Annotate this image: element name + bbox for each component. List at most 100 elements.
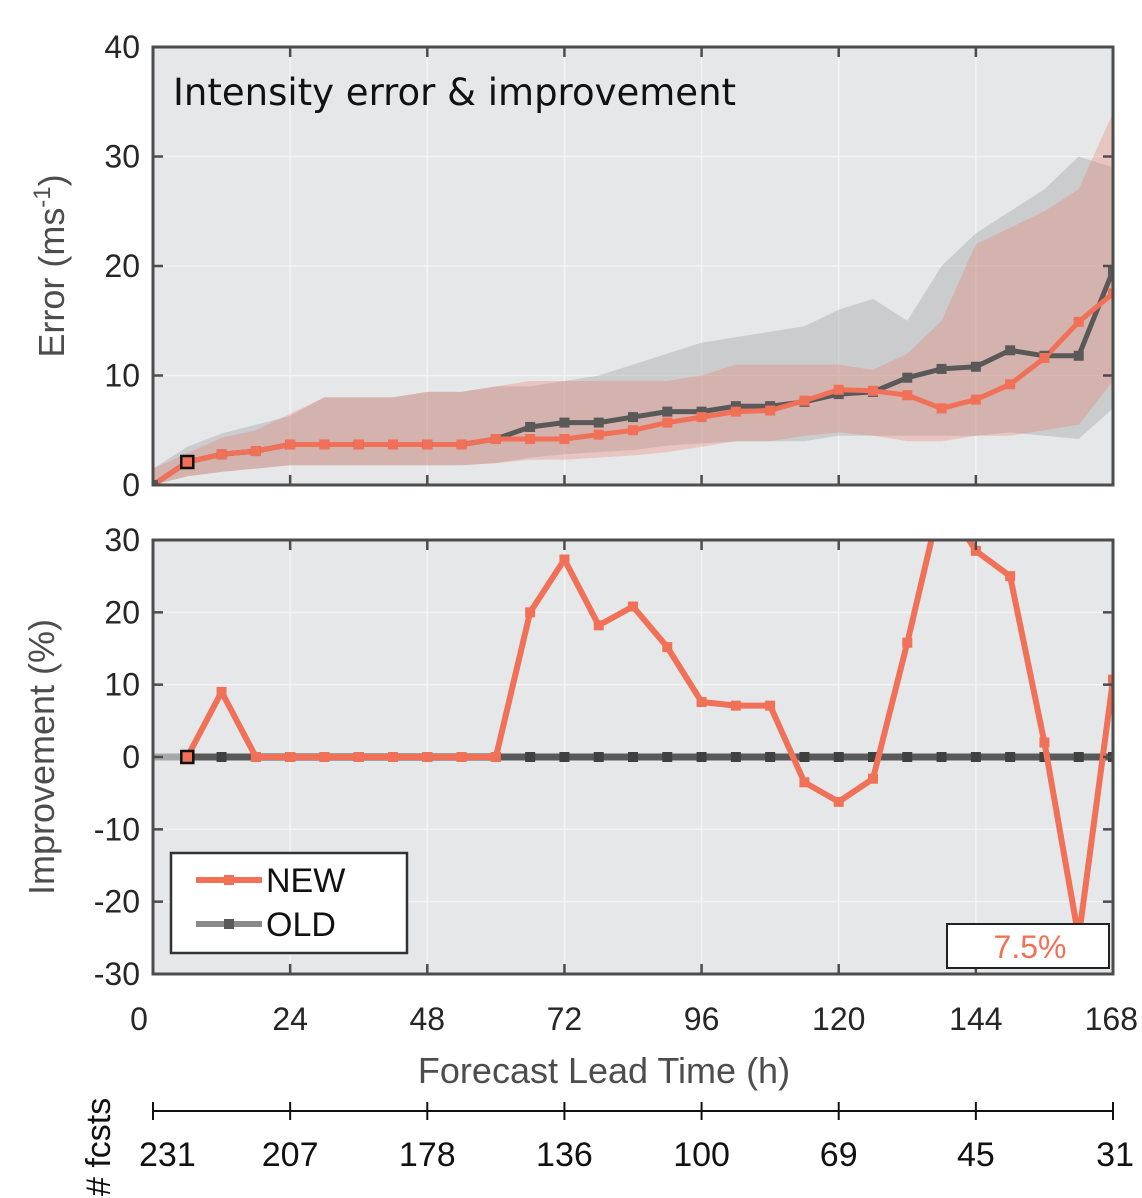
x-tick-label-3: 72 [547,1001,583,1037]
old-error-marker-13 [593,417,604,428]
old-error-marker-15 [662,406,673,417]
new-error-marker-12 [559,434,570,445]
new-improvement-marker-18 [799,777,810,788]
x-tick-label-6: 144 [949,1001,1002,1037]
old-improvement-marker-18 [799,752,810,762]
forecast-count-value-5: 69 [820,1136,858,1174]
old-error-marker-17 [730,401,741,412]
new-error-marker-27 [1073,316,1084,327]
old-improvement-marker-15 [696,752,707,762]
forecast-count-value-2: 178 [399,1136,456,1174]
new-improvement-marker-20 [868,773,878,784]
new-improvement-marker-23 [970,545,981,556]
new-improvement-marker-13 [628,601,638,612]
forecast-count-value-1: 207 [262,1136,319,1174]
old-error-marker-28 [1108,265,1113,276]
old-improvement-marker-13 [628,752,638,762]
new-error-markers [216,288,1113,460]
old-error-marker-11 [525,421,536,432]
x-tick-label-4: 96 [684,1001,720,1037]
old-improvement-marker-12 [593,752,604,762]
old-error-marker-23 [936,363,947,374]
new-improvement-marker-4 [319,752,330,762]
new-improvement-marker-14 [662,642,673,653]
new-error-marker-17 [730,406,741,417]
new-improvement-marker-24 [1005,571,1016,582]
forecast-count-labels: 231 207 178 136 100 69 45 31 [139,1136,1134,1174]
old-improvement-marker-10 [525,752,536,762]
new-error-marker-5 [319,439,330,450]
old-error-marker-12 [559,417,570,428]
old-improvement-marker-26 [1073,752,1084,762]
new-error-marker-23 [936,403,947,414]
error-panel-ticks [151,45,1115,487]
improvement-ytick-label-4: 10 [104,667,140,703]
improvement-ytick-label-3: 0 [122,739,140,775]
new-error-marker-14 [628,425,638,436]
error-ytick-label-1: 10 [104,358,140,394]
forecast-count-value-3: 136 [536,1136,593,1174]
old-error-marker-24 [970,361,981,372]
legend-item-old: OLD [196,906,336,944]
old-error-band [153,156,1113,485]
old-improvement-marker-24 [1005,752,1016,762]
legend-old-swatch-marker [224,919,234,929]
new-improvement-marker-2 [250,752,261,762]
new-error-marker-3 [250,446,261,457]
improvement-ytick-label-1: -20 [94,884,140,920]
forecast-count-axis: 231 207 178 136 100 69 45 31 # fcsts [80,1098,1134,1196]
new-improvement-marker-6 [388,752,398,762]
old-improvement-marker-1 [216,752,227,762]
error-y-axis-label-base: Error (ms [31,208,72,358]
new-improvement-marker-8 [456,752,467,762]
new-error-marker-21 [868,385,878,396]
error-y-axis-label-end: ) [31,174,72,186]
new-error-marker-13 [593,429,604,440]
x-axis-label: Forecast Lead Time (h) [418,1050,790,1091]
new-improvement-marker-21 [902,637,913,648]
new-improvement-marker-1 [216,686,227,697]
x-tick-label-0: 0 [130,1001,148,1037]
legend: NEW OLD [169,851,409,955]
lead-time-x-tick-labels: 0 24 48 72 96 120 144 168 [130,1001,1138,1037]
new-improvement-marker-25 [1039,737,1050,748]
error-ytick-label-2: 20 [104,248,140,284]
new-improvement-marker-3 [285,752,296,762]
new-improvement-marker-7 [422,752,433,762]
new-error-marker-26 [1039,352,1050,363]
improvement-panel: -30 -20 -10 0 10 20 30 0 24 48 72 96 120 144 168 Impr… [21,522,1138,1091]
old-error-marker-0 [153,480,158,485]
improvement-ytick-label-5: 20 [104,594,140,630]
new-error-marker-28 [1108,288,1113,299]
old-error-marker-25 [1005,345,1016,356]
legend-old-label: OLD [266,906,336,944]
error-first-forecast-marker [180,454,195,470]
summary-improvement-value: 7.5% [994,929,1067,965]
new-error-marker-8 [422,439,433,450]
new-error-marker-11 [525,434,536,445]
x-tick-label-5: 120 [812,1001,865,1037]
new-error-marker-18 [765,405,776,416]
old-improvement-marker-16 [730,752,741,762]
improvement-y-tick-labels: -30 -20 -10 0 10 20 30 [94,522,140,992]
legend-item-new: NEW [196,862,345,900]
new-improvement-marker-11 [559,554,570,565]
error-y-axis-label: Error (ms-1) [29,174,72,357]
old-error-marker-27 [1073,350,1084,361]
old-improvement-marker-22 [936,752,947,762]
new-improvement-marker-9 [490,752,501,762]
new-improvement-marker-15 [696,697,707,708]
new-error-marker-24 [970,394,981,405]
new-error-marker-2 [216,449,227,460]
improvement-ytick-label-6: 30 [104,522,140,558]
new-error-marker-7 [388,439,398,450]
old-improvement-marker-19 [833,752,844,762]
error-y-tick-labels: 0 10 20 30 40 [104,29,140,503]
legend-box [169,851,409,955]
error-y-axis-label-sup: -1 [29,186,56,207]
error-ytick-label-0: 0 [122,467,140,503]
old-improvement-marker-21 [902,752,913,762]
improvement-first-forecast-marker [180,749,195,765]
new-error-marker-25 [1005,379,1016,390]
